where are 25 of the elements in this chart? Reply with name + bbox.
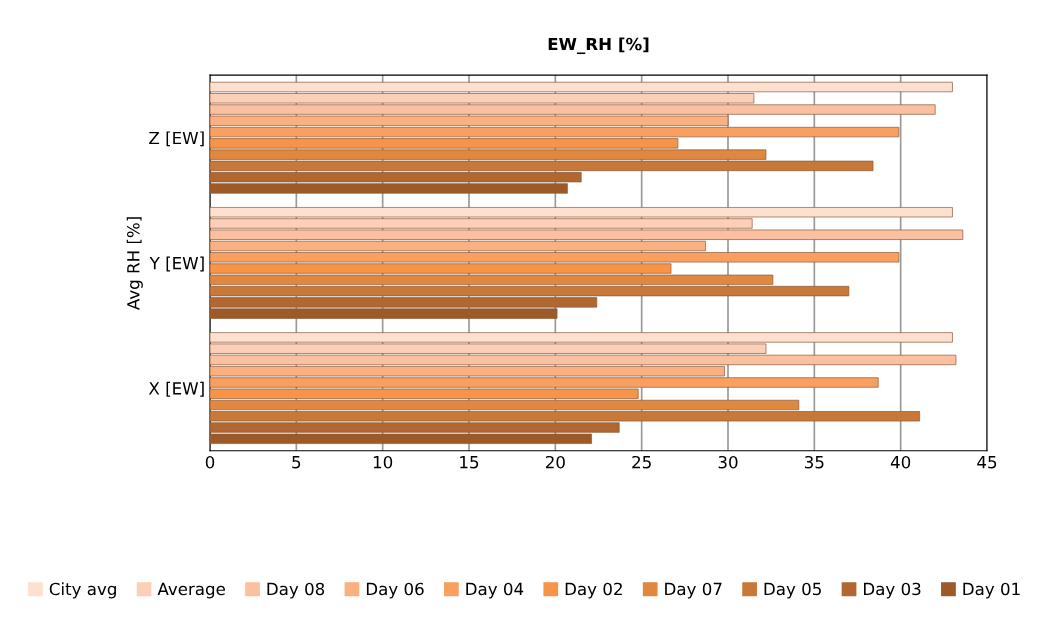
x-tick-label: 40 — [890, 455, 911, 469]
y-tick-label: Y [EW] — [149, 256, 204, 272]
y-tick-label: X [EW] — [148, 381, 204, 397]
chart-title: EW_RH [%] — [548, 37, 649, 55]
x-tick-label: 15 — [460, 456, 479, 469]
x-tick-label: 20 — [545, 455, 565, 469]
legend-label: Day 04 — [466, 582, 524, 599]
y-tick-label: Z [EW] — [149, 131, 204, 147]
legend-label: Day 03 — [864, 582, 921, 599]
x-tick-label: 35 — [805, 455, 824, 469]
x-tick-label: 30 — [718, 455, 738, 469]
y-axis-title: Avg RH [%] — [126, 217, 143, 310]
legend-label: City avg — [49, 582, 116, 599]
x-tick-label: 0 — [205, 455, 215, 469]
legend-label: Day 06 — [366, 582, 424, 599]
x-tick-label: 25 — [632, 455, 651, 469]
legend-label: Day 02 — [565, 582, 622, 599]
legend-label: Day 01 — [963, 582, 1020, 599]
x-tick-label: 45 — [977, 456, 997, 469]
legend-label: Average — [157, 582, 225, 599]
x-tick-label: 10 — [373, 455, 393, 469]
legend-label: Day 08 — [267, 582, 325, 599]
legend-label: Day 05 — [764, 582, 821, 599]
legend-label: Day 07 — [665, 582, 722, 599]
x-tick-label: 5 — [292, 456, 301, 469]
